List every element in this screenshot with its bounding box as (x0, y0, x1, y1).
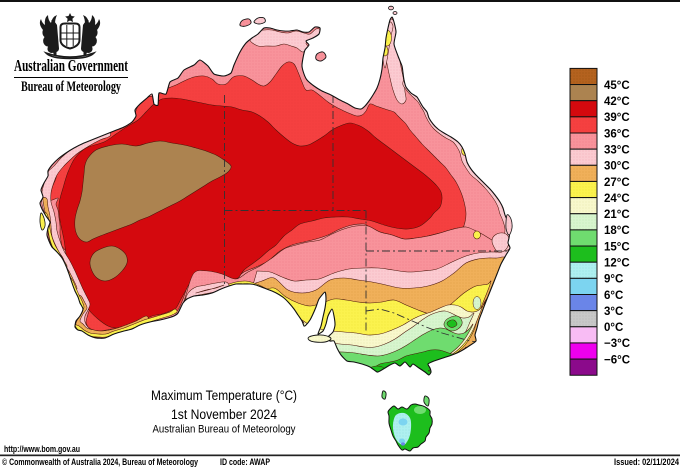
svg-text:Australian Government: Australian Government (14, 56, 128, 75)
svg-text:0°C: 0°C (604, 322, 623, 334)
svg-text:Bureau of Meteorology: Bureau of Meteorology (21, 79, 121, 95)
svg-text:42°C: 42°C (604, 96, 630, 108)
svg-text:http://www.bom.gov.au: http://www.bom.gov.au (4, 444, 80, 455)
svg-text:9°C: 9°C (604, 274, 623, 286)
svg-text:27°C: 27°C (604, 177, 630, 189)
svg-text:33°C: 33°C (604, 145, 630, 157)
svg-text:12°C: 12°C (604, 258, 630, 270)
svg-text:© Commonwealth of Australia 20: © Commonwealth of Australia 2024, Bureau… (2, 457, 199, 467)
svg-text:−6°C: −6°C (604, 354, 630, 366)
svg-text:Maximum Temperature (°C): Maximum Temperature (°C) (151, 388, 297, 403)
svg-text:39°C: 39°C (604, 112, 630, 124)
svg-text:45°C: 45°C (604, 80, 630, 92)
svg-text:Australian Bureau of Meteorolo: Australian Bureau of Meteorology (153, 424, 296, 436)
svg-text:ID code: AWAP: ID code: AWAP (220, 457, 270, 467)
svg-text:6°C: 6°C (604, 290, 623, 302)
svg-text:15°C: 15°C (604, 241, 630, 253)
svg-text:24°C: 24°C (604, 193, 630, 205)
svg-text:30°C: 30°C (604, 161, 630, 173)
svg-text:Issued: 02/11/2024: Issued: 02/11/2024 (614, 457, 680, 467)
svg-text:3°C: 3°C (604, 306, 623, 318)
svg-text:21°C: 21°C (604, 209, 630, 221)
svg-text:1st November 2024: 1st November 2024 (171, 407, 277, 422)
svg-text:18°C: 18°C (604, 225, 630, 237)
svg-text:36°C: 36°C (604, 128, 630, 140)
svg-text:−3°C: −3°C (604, 338, 630, 350)
